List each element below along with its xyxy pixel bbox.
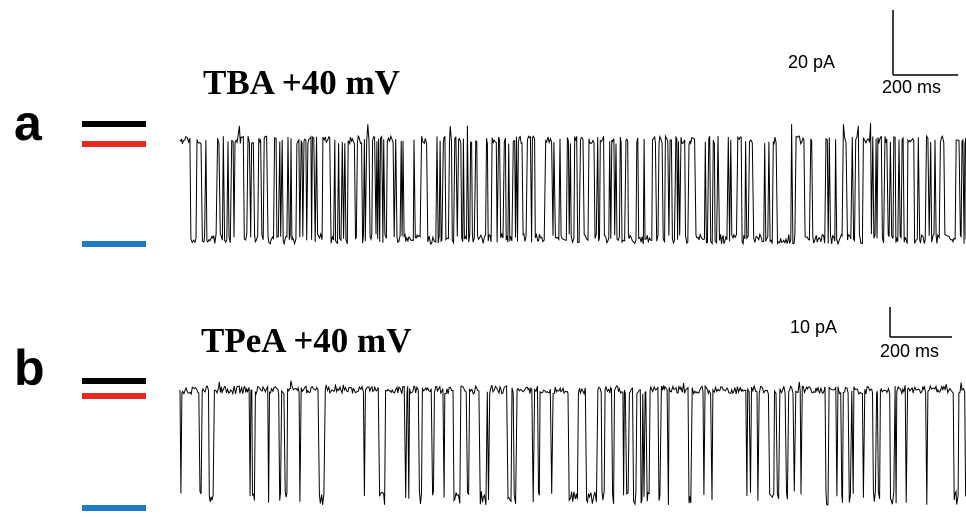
panel-a-scale-time-label: 200 ms <box>882 77 941 97</box>
panel-b: b TPeA +40 mV 10 pA 200 ms <box>14 307 966 511</box>
panel-b-letter: b <box>14 340 45 396</box>
panel-b-scale-time-label: 200 ms <box>880 341 939 361</box>
panel-b-scale-bar: 10 pA 200 ms <box>790 307 952 361</box>
panel-a-scale-current-label: 20 pA <box>788 52 835 72</box>
panel-b-scale-current-label: 10 pA <box>790 317 837 337</box>
panel-b-level-sub <box>82 393 146 399</box>
panel-a: a TBA +40 mV 20 pA 200 ms <box>14 10 966 247</box>
panel-b-title: TPeA +40 mV <box>201 321 411 360</box>
panel-a-level-sub <box>82 141 146 147</box>
panel-a-letter: a <box>14 95 43 151</box>
panel-a-title: TBA +40 mV <box>203 63 400 102</box>
panel-a-level-closed <box>82 121 146 127</box>
panel-b-level-closed <box>82 378 146 384</box>
panel-a-current-trace <box>179 123 966 246</box>
panel-a-level-open <box>82 241 146 247</box>
panel-b-current-trace <box>179 380 966 507</box>
panel-b-level-open <box>82 505 146 511</box>
panel-a-scale-bar: 20 pA 200 ms <box>788 10 958 97</box>
